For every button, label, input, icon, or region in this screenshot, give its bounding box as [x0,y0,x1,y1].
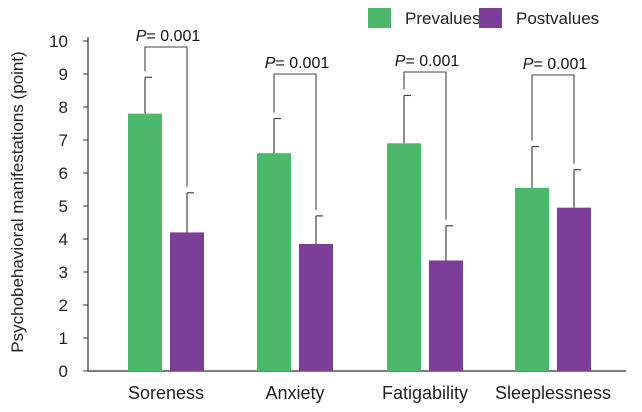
bar-postvalues-anxiety [299,243,333,371]
category-label: Anxiety [265,383,324,403]
significance-bracket [403,71,447,220]
legend-label-prevalues: Prevalues [405,9,481,28]
y-axis-label: Psychobehavioral manifestations (point) [8,51,27,352]
category-label: Fatigability [382,383,468,403]
p-symbol: P [395,53,406,70]
y-tick-label: 10 [49,32,68,51]
significance-bracket [144,46,188,187]
p-symbol: P [265,55,276,72]
bar-postvalues-fatigability [429,260,463,371]
y-tick-label: 1 [59,329,68,348]
bar-prevalues-fatigability [387,143,421,371]
y-tick-label: 8 [59,98,68,117]
p-value: = 0.001 [146,28,200,45]
p-value: = 0.001 [275,55,329,72]
y-tick-label: 5 [59,197,68,216]
p-value-label: P= 0.001 [136,28,201,45]
y-tick-label: 6 [59,164,68,183]
y-axis-ticks: 0 1 2 3 4 5 6 7 8 9 10 [49,32,88,381]
legend-swatch-postvalues [479,8,502,28]
y-tick-label: 4 [59,230,68,249]
category-label: Sleeplessness [495,383,611,403]
y-tick-label: 9 [59,65,68,84]
bar-postvalues-soreness [170,232,204,371]
category-label: Soreness [128,383,204,403]
bar-prevalues-sleeplessness [515,187,549,371]
p-value-label: P= 0.001 [523,56,588,73]
significance-bracket [531,74,575,164]
y-tick-label: 7 [59,131,68,150]
bar-postvalues-sleeplessness [557,207,591,371]
category-labels: Soreness Anxiety Fatigability Sleeplessness [128,383,611,403]
legend-label-postvalues: Postvalues [516,9,599,28]
legend: Prevalues Postvalues [368,8,599,28]
significance-bracket [273,73,317,210]
error-bars [144,76,581,261]
p-value-label: P= 0.001 [265,55,330,72]
y-tick-label: 0 [59,362,68,381]
y-tick-label: 2 [59,296,68,315]
bar-prevalues-anxiety [257,153,291,371]
p-symbol: P [523,56,534,73]
y-tick-label: 3 [59,263,68,282]
p-value-label: P= 0.001 [395,53,460,70]
p-value: = 0.001 [533,56,587,73]
legend-swatch-prevalues [368,8,391,28]
p-value: = 0.001 [405,53,459,70]
bar-prevalues-soreness [128,113,162,371]
p-symbol: P [136,28,147,45]
bar-series [128,113,591,371]
